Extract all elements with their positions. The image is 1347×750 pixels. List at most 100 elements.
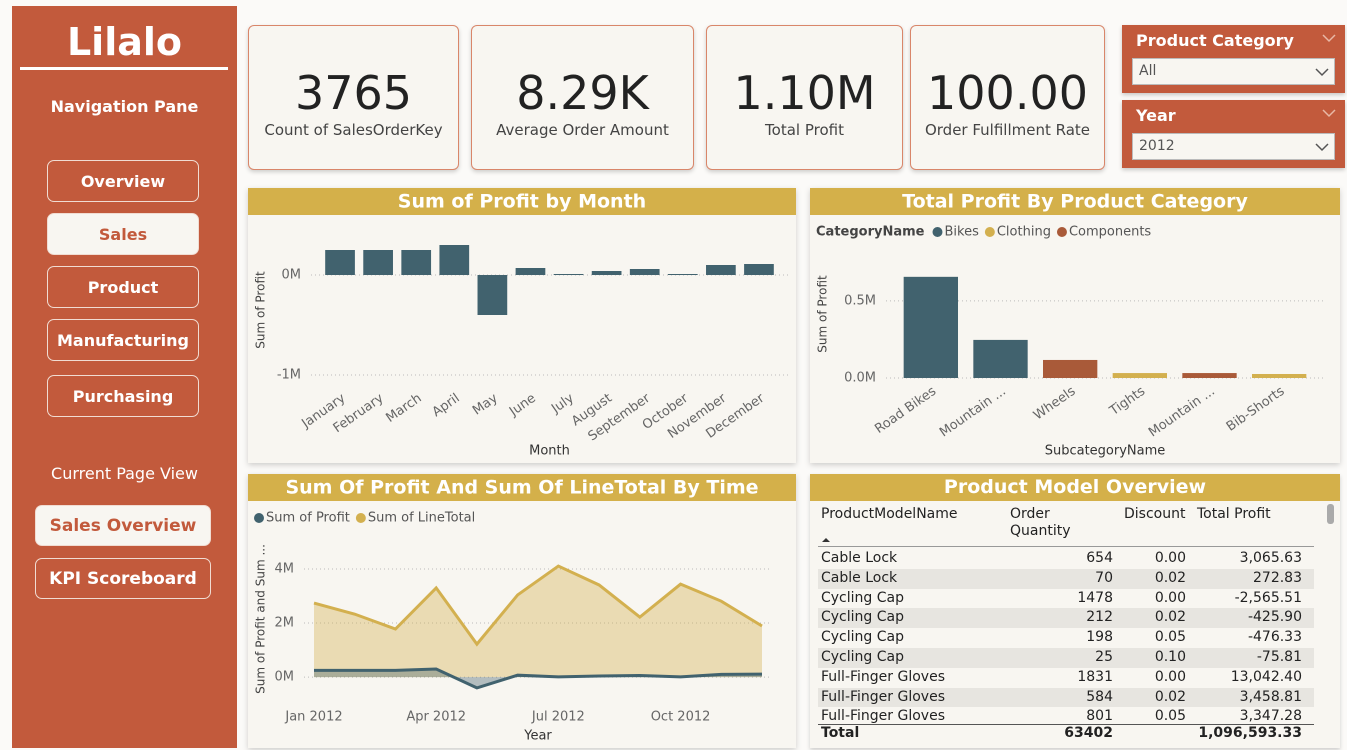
legend-title: CategoryName — [816, 225, 925, 240]
dropdown-icon — [1315, 143, 1329, 152]
y-tick-label: -1M — [277, 368, 301, 383]
bar — [667, 274, 698, 275]
nav-button[interactable]: Manufacturing — [47, 319, 199, 361]
table-title: Product Model Overview — [810, 474, 1340, 501]
table-cell: 0.00 — [1154, 668, 1186, 685]
bar — [629, 269, 660, 275]
kpi-card: 100.00 Order Fulfillment Rate — [910, 25, 1105, 170]
table-cell: 3,347.28 — [1239, 708, 1302, 725]
column-header: Discount — [1124, 506, 1186, 522]
chevron — [1315, 143, 1329, 152]
kpi-label: Average Order Amount — [496, 121, 669, 139]
kpi-label: Order Fulfillment Rate — [924, 121, 1091, 139]
y-axis-label: Sum of Profit — [254, 271, 268, 349]
legend-label: Components — [1069, 225, 1151, 240]
table-cell: 654 — [1086, 550, 1113, 566]
dropdown[interactable]: 2012 — [1132, 133, 1335, 160]
legend-marker — [932, 227, 943, 237]
chart: Sum of Profit by Month -1M 0M Sum of Profit… — [248, 188, 796, 463]
table-cell: 25 — [1095, 649, 1113, 665]
kpi-value: 8.29K — [516, 66, 649, 120]
table-cell: 0.02 — [1154, 569, 1186, 586]
y-axis-label: Sum of Profit and Sum ... — [254, 544, 268, 694]
chart-title: Total Profit By Product Category — [902, 191, 1248, 213]
column-header: ProductModelName — [821, 506, 958, 522]
row-stripe — [818, 568, 1314, 589]
table-cell: 198 — [1086, 629, 1113, 646]
x-axis-label: Month — [529, 444, 570, 459]
table-cell: Cycling Cap — [821, 609, 904, 626]
row-stripe — [818, 608, 1314, 629]
bar — [553, 274, 584, 275]
column-header: Order Quantity — [1010, 506, 1071, 539]
dropdown[interactable]: All — [1132, 58, 1335, 85]
bar — [325, 250, 355, 275]
table-cell: 3,065.63 — [1239, 550, 1302, 566]
kpi-label: Count of SalesOrderKey — [264, 121, 443, 139]
panel-bg — [810, 188, 1340, 463]
bar — [401, 250, 432, 275]
table-cell: 584 — [1086, 688, 1113, 705]
y-tick-label: 0M — [282, 268, 302, 283]
nav-button[interactable]: Overview — [47, 160, 199, 202]
table-cell: -2,565.51 — [1234, 589, 1302, 606]
bar — [1042, 359, 1098, 378]
legend-label: Sum of LineTotal — [368, 511, 475, 526]
x-tick-label: Oct 2012 — [651, 710, 711, 725]
legend-marker — [1056, 227, 1067, 237]
area — [314, 668, 762, 688]
row-stripe — [818, 687, 1314, 708]
y-tick-label: 0.0M — [844, 371, 876, 386]
table-cell: 0.00 — [1154, 550, 1186, 566]
nav-button[interactable]: Product — [47, 266, 199, 308]
table-cell: 0.00 — [1154, 589, 1186, 606]
table-cell: 272.83 — [1253, 569, 1302, 586]
chevron — [1322, 109, 1336, 118]
row-stripe — [818, 648, 1314, 668]
table-cell: 0.05 — [1154, 708, 1186, 725]
table-cell: Full-Finger Gloves — [821, 668, 945, 685]
current-title: Current Page View — [51, 464, 198, 483]
slicer-title: Product Category — [1136, 31, 1294, 50]
sort-icon — [822, 538, 830, 542]
title-bar — [810, 188, 1340, 215]
dropdown-value: 2012 — [1139, 138, 1175, 154]
chevron — [1322, 34, 1336, 43]
total-cell: 63402 — [1064, 725, 1113, 741]
table-cell: Cycling Cap — [821, 589, 904, 606]
slicer: Year 2012 — [1122, 100, 1345, 168]
table-cell: 0.02 — [1154, 609, 1186, 626]
chart: Sum Of Profit And Sum Of LineTotal By Ti… — [248, 474, 796, 748]
y-tick-label: 0M — [275, 670, 295, 685]
bar — [744, 264, 774, 275]
page-button[interactable]: Sales Overview — [35, 505, 211, 546]
bar — [973, 339, 1028, 378]
y-tick-label: 0.5M — [844, 293, 876, 308]
bar — [439, 245, 470, 275]
divider — [20, 67, 228, 70]
legend-marker — [984, 227, 995, 237]
table-cell: 0.05 — [1154, 629, 1186, 646]
dropdown-value: All — [1139, 63, 1157, 79]
table-cell: 0.10 — [1154, 649, 1186, 665]
area — [314, 566, 762, 678]
table-cell: Full-Finger Gloves — [821, 708, 945, 725]
table-panel: Product Model Overview ProductModelName O… — [810, 474, 1340, 748]
scrollbar[interactable] — [1327, 504, 1334, 524]
table-cell: 70 — [1095, 569, 1113, 586]
page-button[interactable]: KPI Scoreboard — [35, 558, 211, 599]
line — [313, 564, 763, 647]
nav-button[interactable]: Sales — [47, 213, 199, 255]
kpi-card: 3765 Count of SalesOrderKey — [248, 25, 459, 170]
table-cell: Cable Lock — [821, 550, 898, 566]
line — [314, 667, 763, 690]
header-rule — [818, 546, 1314, 547]
bar — [1251, 373, 1307, 378]
chart-title: Sum of Profit by Month — [398, 191, 646, 213]
nav-button[interactable]: Purchasing — [47, 375, 199, 417]
kpi-label: Total Profit — [765, 121, 844, 139]
table-cell: -75.81 — [1256, 649, 1302, 665]
nav-title: Navigation Pane — [50, 97, 199, 116]
bar — [706, 265, 736, 275]
